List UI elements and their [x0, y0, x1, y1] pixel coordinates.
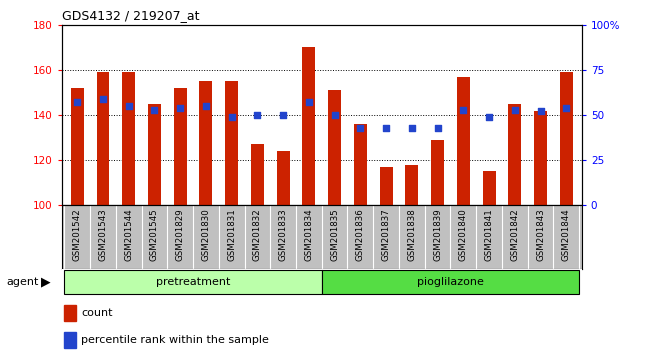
Text: GSM201844: GSM201844 [562, 209, 571, 261]
Bar [354, 124, 367, 354]
Text: GSM201840: GSM201840 [459, 209, 468, 261]
Bar [457, 77, 470, 354]
Point [98, 96, 108, 102]
Text: GSM201832: GSM201832 [253, 209, 262, 261]
Point [484, 114, 494, 120]
Bar [251, 144, 264, 354]
Text: GDS4132 / 219207_at: GDS4132 / 219207_at [62, 9, 200, 22]
Point [407, 125, 417, 131]
Point [175, 105, 185, 111]
Text: GSM201542: GSM201542 [73, 209, 82, 261]
Point [72, 99, 83, 105]
Text: GSM201830: GSM201830 [202, 209, 211, 261]
Bar [64, 270, 322, 294]
Text: GSM201544: GSM201544 [124, 209, 133, 261]
Point [458, 107, 469, 113]
Bar [122, 72, 135, 354]
Point [330, 112, 340, 118]
Text: pretreatment: pretreatment [156, 277, 230, 287]
Text: GSM201543: GSM201543 [98, 209, 107, 261]
Text: GSM201833: GSM201833 [279, 209, 288, 261]
Bar [200, 81, 213, 354]
Text: GSM201843: GSM201843 [536, 209, 545, 261]
Text: pioglilazone: pioglilazone [417, 277, 484, 287]
Text: GSM201838: GSM201838 [408, 209, 417, 261]
Bar [64, 305, 76, 321]
Point [355, 125, 365, 131]
Point [381, 125, 391, 131]
Point [432, 125, 443, 131]
Point [561, 105, 571, 111]
Text: agent: agent [6, 277, 39, 287]
Bar [483, 171, 495, 354]
Bar [328, 90, 341, 354]
Text: GSM201842: GSM201842 [510, 209, 519, 261]
Point [252, 112, 263, 118]
Point [510, 107, 520, 113]
Bar [560, 72, 573, 354]
Bar [71, 88, 84, 354]
Text: GSM201834: GSM201834 [304, 209, 313, 261]
Text: GSM201841: GSM201841 [485, 209, 493, 261]
Bar [380, 167, 393, 354]
Point [124, 103, 134, 109]
Point [278, 112, 289, 118]
Bar [534, 110, 547, 354]
Point [226, 114, 237, 120]
Bar [96, 72, 109, 354]
Text: GSM201831: GSM201831 [227, 209, 236, 261]
Bar [148, 104, 161, 354]
Bar [431, 140, 444, 354]
Point [201, 103, 211, 109]
Point [536, 109, 546, 114]
Text: GSM201839: GSM201839 [433, 209, 442, 261]
Bar [322, 270, 579, 294]
Text: percentile rank within the sample: percentile rank within the sample [81, 335, 269, 345]
Text: GSM201837: GSM201837 [382, 209, 391, 261]
Bar [302, 47, 315, 354]
Bar [508, 104, 521, 354]
Text: ▶: ▶ [41, 276, 50, 289]
Text: GSM201836: GSM201836 [356, 209, 365, 261]
Bar [64, 332, 76, 348]
Text: count: count [81, 308, 112, 318]
Point [304, 99, 314, 105]
Bar [225, 81, 238, 354]
Text: GSM201545: GSM201545 [150, 209, 159, 261]
Text: GSM201829: GSM201829 [176, 209, 185, 261]
Point [150, 107, 160, 113]
Text: GSM201835: GSM201835 [330, 209, 339, 261]
Bar [277, 151, 289, 354]
Bar [174, 88, 187, 354]
Bar [406, 165, 419, 354]
